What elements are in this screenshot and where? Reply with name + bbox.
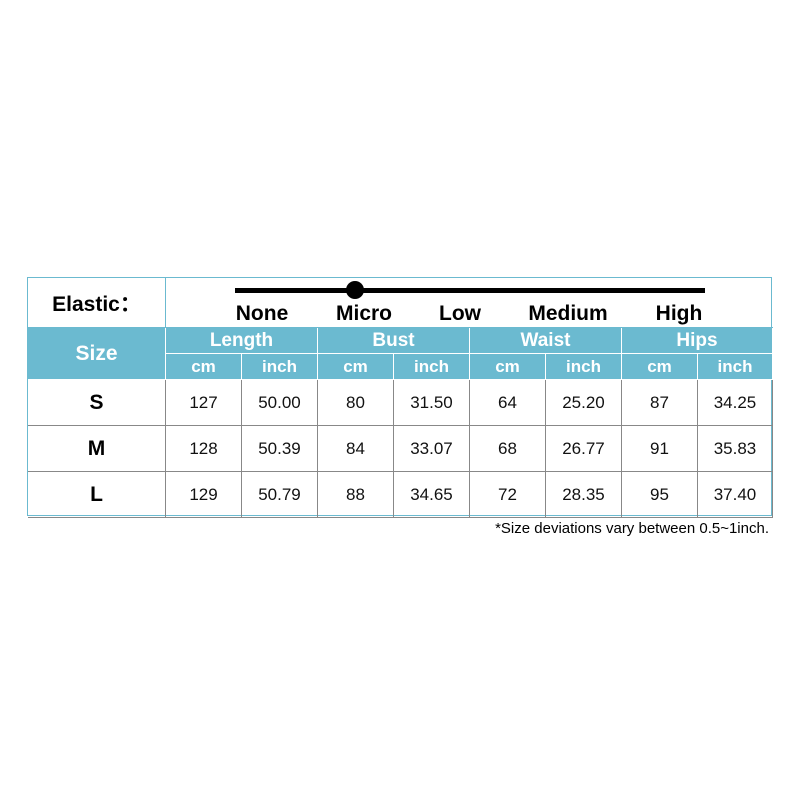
table-cell: 127 bbox=[166, 380, 242, 426]
column-group-header: Waist bbox=[470, 328, 622, 354]
unit-header: cm bbox=[318, 354, 394, 380]
size-header: Size bbox=[28, 328, 166, 380]
table-cell: 35.83 bbox=[698, 426, 773, 472]
table-cell: 31.50 bbox=[394, 380, 470, 426]
table-cell: 128 bbox=[166, 426, 242, 472]
table-cell: 25.20 bbox=[546, 380, 622, 426]
elastic-level-high: High bbox=[655, 302, 703, 325]
table-cell: 33.07 bbox=[394, 426, 470, 472]
table-cell: 72 bbox=[470, 472, 546, 518]
table-cell: 87 bbox=[622, 380, 698, 426]
table-cell: 26.77 bbox=[546, 426, 622, 472]
unit-header: cm bbox=[470, 354, 546, 380]
table-cell: 95 bbox=[622, 472, 698, 518]
elastic-label: Elastic： bbox=[28, 278, 166, 328]
unit-header: cm bbox=[166, 354, 242, 380]
size-note: *Size deviations vary between 0.5~1inch. bbox=[495, 520, 769, 537]
unit-header: inch bbox=[698, 354, 773, 380]
elastic-level-none: None bbox=[235, 302, 289, 325]
size-label: S bbox=[28, 380, 166, 426]
unit-header: inch bbox=[394, 354, 470, 380]
table-cell: 34.25 bbox=[698, 380, 773, 426]
elastic-scale bbox=[166, 278, 773, 328]
table-cell: 88 bbox=[318, 472, 394, 518]
table-cell: 34.65 bbox=[394, 472, 470, 518]
table-cell: 80 bbox=[318, 380, 394, 426]
elastic-level-medium: Medium bbox=[528, 302, 608, 325]
table-cell: 50.00 bbox=[242, 380, 318, 426]
unit-header: inch bbox=[242, 354, 318, 380]
table-cell: 129 bbox=[166, 472, 242, 518]
elastic-level-micro: Micro bbox=[335, 302, 393, 325]
unit-header: cm bbox=[622, 354, 698, 380]
column-group-header: Bust bbox=[318, 328, 470, 354]
table-cell: 50.39 bbox=[242, 426, 318, 472]
table-cell: 68 bbox=[470, 426, 546, 472]
elastic-indicator-dot bbox=[346, 281, 364, 299]
elastic-scale-line bbox=[235, 288, 705, 293]
table-cell: 37.40 bbox=[698, 472, 773, 518]
elastic-level-low: Low bbox=[439, 302, 481, 325]
size-chart-table: Elastic： Size Length Bust Waist Hips cm inch cm i… bbox=[27, 277, 773, 518]
table-cell: 64 bbox=[470, 380, 546, 426]
column-group-header: Hips bbox=[622, 328, 773, 354]
column-group-header: Length bbox=[166, 328, 318, 354]
table-cell: 28.35 bbox=[546, 472, 622, 518]
size-label: M bbox=[28, 426, 166, 472]
table-cell: 50.79 bbox=[242, 472, 318, 518]
unit-header: inch bbox=[546, 354, 622, 380]
table-cell: 84 bbox=[318, 426, 394, 472]
size-label: L bbox=[28, 472, 166, 518]
table-cell: 91 bbox=[622, 426, 698, 472]
